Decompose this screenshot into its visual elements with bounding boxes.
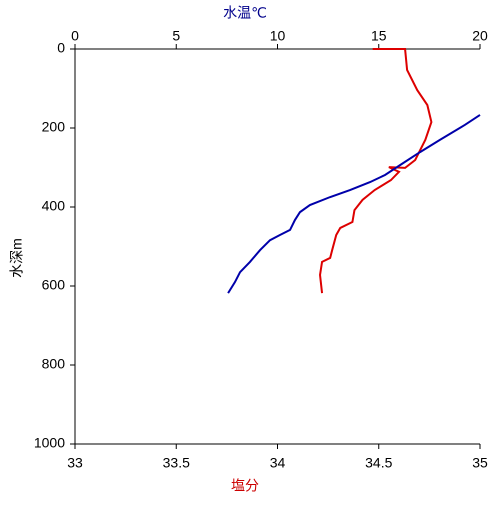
x2-tick-label: 10 (270, 28, 286, 44)
y-tick-label: 800 (42, 356, 66, 372)
x2-tick-label: 5 (172, 28, 180, 44)
y-tick-label: 600 (42, 277, 66, 293)
y-tick-label: 0 (57, 40, 65, 56)
x-tick-label: 34.5 (365, 455, 392, 471)
x-axis-label: 塩分 (231, 478, 259, 494)
y-tick-label: 1000 (34, 435, 65, 451)
y-tick-label: 200 (42, 119, 66, 135)
x2-tick-label: 0 (71, 28, 79, 44)
x2-tick-label: 15 (371, 28, 387, 44)
x2-tick-label: 20 (472, 28, 488, 44)
profile-line (227, 114, 481, 294)
y-tick-label: 400 (42, 198, 66, 214)
x2-axis-label: 水温℃ (223, 5, 267, 21)
profile-line (319, 48, 433, 294)
x-tick-label: 34 (270, 455, 286, 471)
x-tick-label: 33 (67, 455, 83, 471)
x-tick-label: 33.5 (163, 455, 190, 471)
y-axis-label: 水深m (9, 238, 25, 278)
x-tick-label: 35 (472, 455, 488, 471)
